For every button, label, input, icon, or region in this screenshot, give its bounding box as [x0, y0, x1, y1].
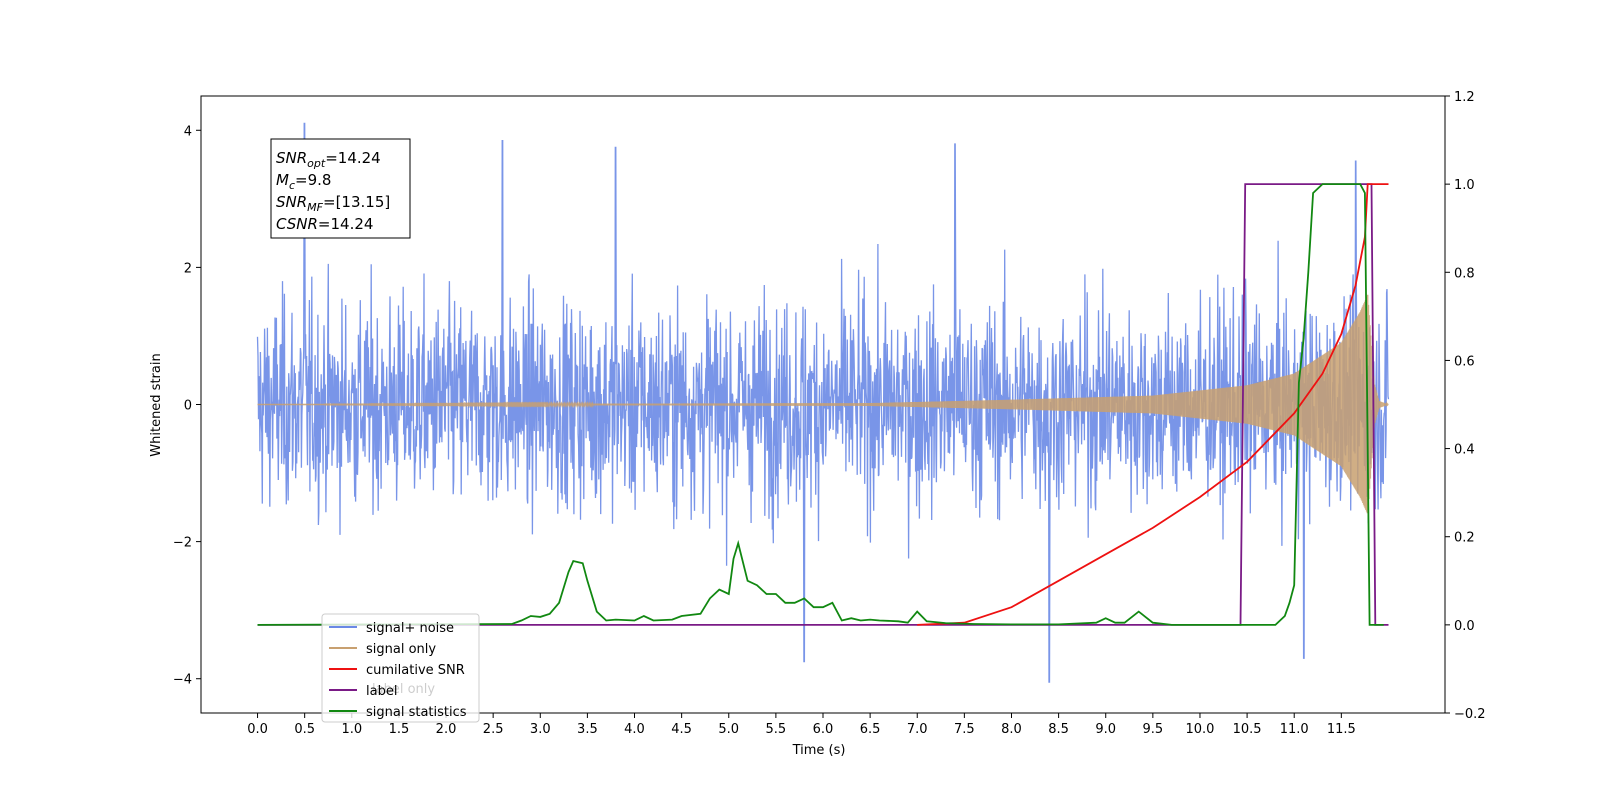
- x-tick-label: 11.0: [1280, 722, 1309, 737]
- y2-tick-label: 0.6: [1454, 354, 1475, 369]
- x-tick-label: 3.5: [577, 722, 598, 737]
- y-tick-label: −2: [173, 536, 192, 551]
- annotation-subscript: MF: [307, 201, 323, 214]
- y-axis-label: Whitened strain: [149, 353, 164, 456]
- x-axis: 0.0 0.5 1.0 1.5 2.0 2.5 3.0 3.5 4.0 4.5 5.0 5.5 6.0 6…: [247, 713, 1356, 737]
- annotation-symbol: M: [276, 171, 289, 189]
- x-tick-label: 10.0: [1185, 722, 1214, 737]
- annotation-line: SNRMF=[13.15]: [276, 193, 390, 214]
- x-tick-label: 5.0: [718, 722, 739, 737]
- annotation-line: CSNR=14.24: [276, 215, 373, 233]
- annotation-value: =14.24: [318, 215, 374, 233]
- y2-tick-label: 0.8: [1454, 266, 1475, 281]
- x-tick-label: 7.0: [907, 722, 928, 737]
- y2-tick-label: 1.0: [1454, 178, 1475, 193]
- y-tick-label: −4: [173, 673, 192, 688]
- x-tick-label: 1.0: [341, 722, 362, 737]
- annotation-subscript: opt: [307, 157, 326, 170]
- x-tick-label: 4.0: [624, 722, 645, 737]
- x-tick-label: 9.5: [1143, 722, 1164, 737]
- y2-tick-label: 0.2: [1454, 531, 1475, 546]
- x-tick-label: 5.5: [766, 722, 787, 737]
- y2-tick-label: 0.4: [1454, 443, 1475, 458]
- legend-frame: [321, 613, 480, 723]
- y-axis-left: 4 2 0 −2 −4: [173, 124, 201, 688]
- x-tick-label: 8.0: [1001, 722, 1022, 737]
- legend-entry: signal statistics: [366, 705, 467, 720]
- legend-entry: label: [366, 684, 397, 699]
- x-tick-label: 2.0: [436, 722, 457, 737]
- series-cumulative-snr: [917, 183, 1389, 626]
- x-tick-label: 0.5: [294, 722, 315, 737]
- y2-tick-label: 1.2: [1454, 90, 1475, 105]
- legend-entry: cumilative SNR: [366, 663, 465, 678]
- x-tick-label: 6.0: [813, 722, 834, 737]
- annotation-line: SNRopt=14.24: [276, 149, 381, 170]
- x-tick-label: 8.5: [1048, 722, 1069, 737]
- x-tick-label: 1.5: [389, 722, 410, 737]
- annotation-frame: [270, 138, 411, 239]
- x-tick-label: 3.0: [530, 722, 551, 737]
- x-tick-label: 0.0: [247, 722, 268, 737]
- annotation-value: =[13.15]: [323, 193, 390, 211]
- y-tick-label: 2: [184, 261, 192, 276]
- x-axis-label: Time (s): [792, 743, 846, 758]
- annotation-symbol: CSNR: [276, 215, 318, 233]
- annotation-value: =9.8: [295, 171, 331, 189]
- y2-tick-label: −0.2: [1454, 707, 1486, 722]
- series-layer: [256, 122, 1390, 683]
- series-signal-noise: [256, 122, 1390, 683]
- series-signal-only: [257, 294, 1389, 514]
- annotation-line: Mc=9.8: [276, 171, 331, 192]
- y-tick-label: 0: [184, 399, 192, 414]
- legend-entry: signal only: [366, 642, 436, 657]
- annotation-symbol: SNR: [276, 193, 307, 211]
- x-tick-label: 2.5: [483, 722, 504, 737]
- annotation-symbol: SNR: [276, 149, 307, 167]
- legend-entry: signal+ noise: [366, 621, 454, 636]
- x-tick-label: 9.0: [1095, 722, 1116, 737]
- annotation-box: SNRopt=14.24Mc=9.8SNRMF=[13.15]CSNR=14.2…: [270, 138, 411, 239]
- x-tick-label: 7.5: [954, 722, 975, 737]
- x-tick-label: 11.5: [1327, 722, 1356, 737]
- annotation-value: =14.24: [325, 149, 381, 167]
- x-tick-label: 6.5: [860, 722, 881, 737]
- annotation-subscript: c: [289, 179, 295, 192]
- y-tick-label: 4: [184, 124, 192, 139]
- y-axis-right: 1.2 1.0 0.8 0.6 0.4 0.2 0.0 −0.2: [1445, 90, 1486, 722]
- series-signal-statistics: [257, 183, 1384, 626]
- x-tick-label: 4.5: [671, 722, 692, 737]
- x-tick-label: 10.5: [1233, 722, 1262, 737]
- y2-tick-label: 0.0: [1454, 619, 1475, 634]
